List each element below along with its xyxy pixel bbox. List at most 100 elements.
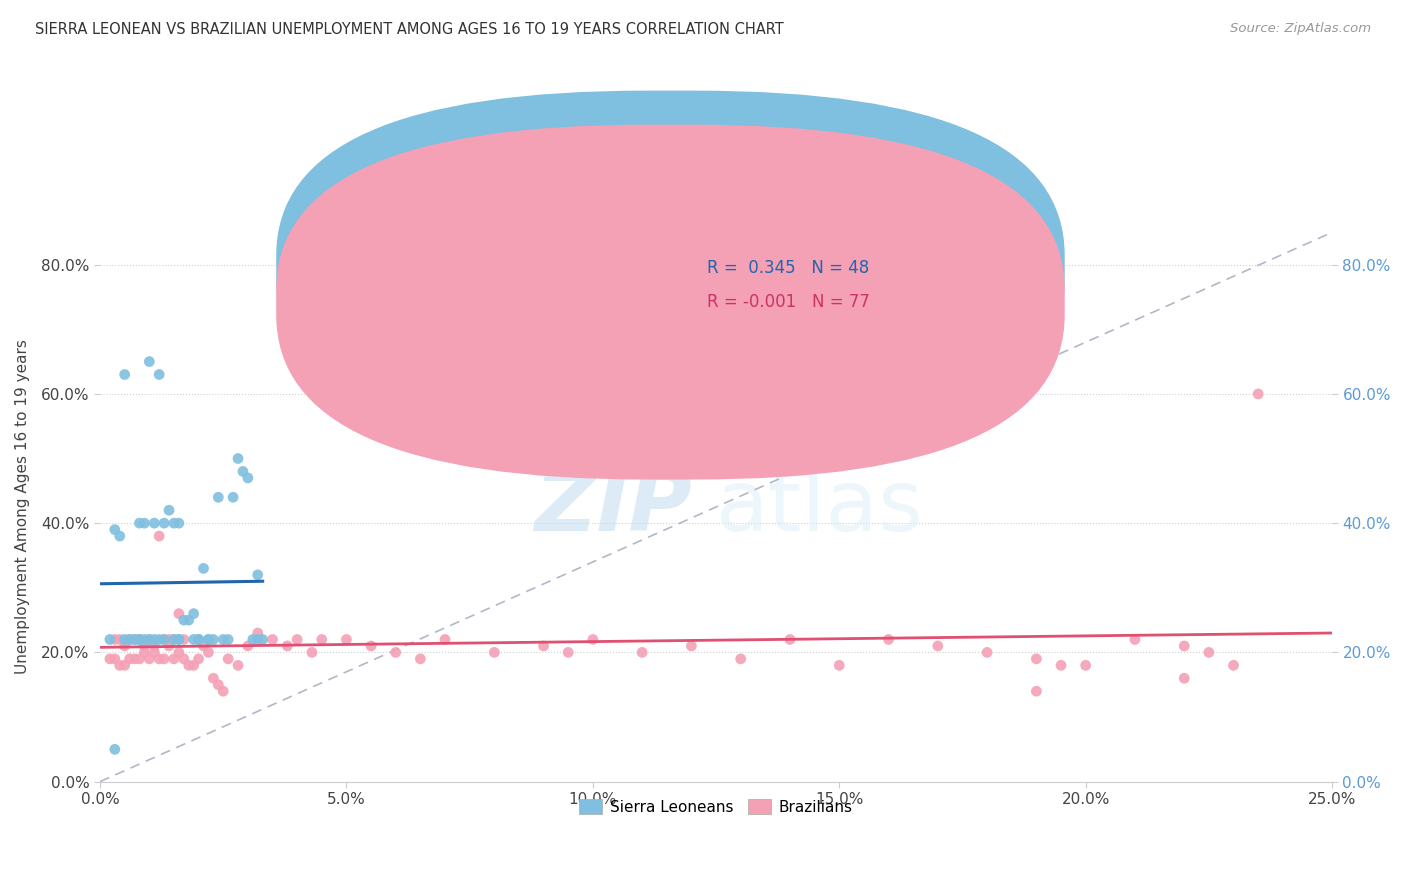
Point (222, 491, 245, 505)
Point (148, 632, 170, 647)
Point (193, 639, 215, 653)
Point (134, 639, 156, 653)
Point (877, 632, 900, 647)
Point (167, 645, 190, 659)
Point (226, 658, 249, 673)
Point (1173, 671, 1195, 685)
Point (1025, 684, 1047, 698)
Point (335, 632, 357, 647)
Point (104, 632, 127, 647)
Point (143, 632, 166, 647)
Point (197, 632, 219, 647)
Text: SIERRA LEONEAN VS BRAZILIAN UNEMPLOYMENT AMONG AGES 16 TO 19 YEARS CORRELATION C: SIERRA LEONEAN VS BRAZILIAN UNEMPLOYMENT… (35, 22, 785, 37)
Point (124, 652, 146, 666)
Point (98, 632, 121, 647)
Point (484, 645, 506, 659)
Point (108, 632, 131, 647)
Point (163, 632, 186, 647)
Point (1222, 658, 1244, 673)
Point (104, 652, 127, 666)
Point (167, 516, 190, 530)
Point (148, 652, 170, 666)
Point (226, 451, 249, 466)
Point (114, 658, 136, 673)
Point (118, 632, 141, 647)
Point (118, 632, 141, 647)
Point (681, 639, 703, 653)
Point (114, 639, 136, 653)
Point (976, 645, 998, 659)
Point (183, 658, 205, 673)
Point (1198, 645, 1220, 659)
Point (177, 613, 200, 627)
Point (104, 742, 127, 756)
Point (197, 632, 219, 647)
Point (197, 645, 219, 659)
Point (167, 607, 190, 621)
Point (118, 652, 141, 666)
Point (104, 523, 127, 537)
Point (242, 632, 264, 647)
Point (167, 632, 190, 647)
Point (276, 639, 298, 653)
Point (187, 632, 209, 647)
Point (212, 684, 235, 698)
FancyBboxPatch shape (624, 246, 981, 331)
Point (134, 645, 156, 659)
Point (252, 632, 274, 647)
Point (183, 607, 205, 621)
Point (157, 639, 180, 653)
Point (153, 632, 176, 647)
Point (384, 645, 406, 659)
Point (143, 645, 166, 659)
FancyBboxPatch shape (276, 91, 1064, 445)
Point (202, 632, 225, 647)
Point (1123, 632, 1146, 647)
Point (533, 639, 555, 653)
Y-axis label: Unemployment Among Ages 16 to 19 years: Unemployment Among Ages 16 to 19 years (15, 340, 30, 674)
Point (202, 671, 225, 685)
Point (212, 632, 235, 647)
Point (157, 632, 180, 647)
Point (157, 503, 180, 517)
Point (173, 652, 195, 666)
Point (232, 465, 254, 479)
Point (1247, 387, 1270, 401)
Point (236, 471, 259, 485)
Point (285, 632, 308, 647)
Point (207, 678, 229, 692)
Point (148, 368, 170, 382)
Point (138, 632, 160, 647)
Point (217, 652, 239, 666)
Text: R = -0.001   N = 77: R = -0.001 N = 77 (707, 293, 870, 310)
Point (1025, 652, 1047, 666)
Point (207, 491, 229, 505)
Point (730, 652, 752, 666)
Point (128, 632, 150, 647)
Point (262, 632, 284, 647)
Point (631, 645, 654, 659)
Point (138, 354, 160, 368)
Point (779, 632, 801, 647)
Point (360, 639, 382, 653)
Point (246, 626, 269, 640)
Point (325, 374, 347, 388)
Point (108, 658, 131, 673)
Point (183, 632, 205, 647)
Point (138, 632, 160, 647)
Point (557, 645, 579, 659)
Point (134, 516, 156, 530)
Point (163, 516, 186, 530)
Point (134, 632, 156, 647)
Point (193, 561, 215, 575)
Point (1050, 658, 1073, 673)
Point (153, 652, 176, 666)
Point (187, 632, 209, 647)
Point (128, 652, 150, 666)
Point (828, 658, 851, 673)
Point (98, 652, 121, 666)
Point (246, 567, 269, 582)
Point (582, 632, 605, 647)
Point (236, 639, 259, 653)
Point (163, 652, 186, 666)
